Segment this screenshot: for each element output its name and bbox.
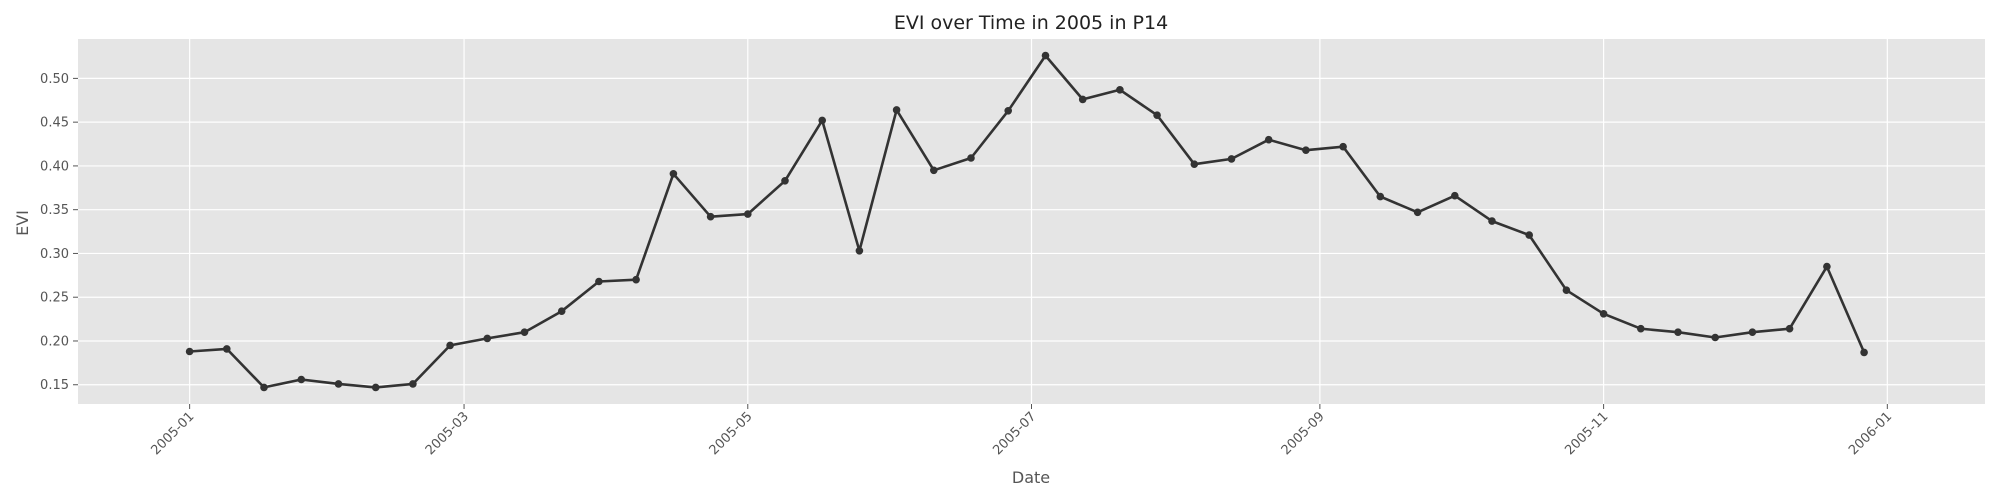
- data-point: [1339, 142, 1347, 151]
- data-point: [1674, 328, 1682, 337]
- y-tick-label: 0.40: [40, 159, 69, 174]
- y-tick-label: 0.45: [40, 116, 69, 131]
- data-point: [892, 106, 901, 114]
- data-point: [446, 341, 454, 350]
- grid-lines: [78, 39, 1985, 404]
- data-point: [1413, 208, 1422, 217]
- data-point: [1153, 111, 1161, 119]
- data-point: [706, 212, 715, 221]
- data-point: [371, 383, 380, 392]
- data-point: [409, 380, 417, 388]
- series-layer: [189, 54, 1866, 389]
- data-point: [1116, 86, 1124, 94]
- data-point: [595, 277, 603, 286]
- data-point: [1599, 310, 1608, 318]
- data-point: [1785, 324, 1794, 333]
- data-point: [1525, 231, 1533, 239]
- data-point: [1711, 333, 1719, 342]
- data-point: [855, 247, 864, 255]
- data-point: [1190, 160, 1199, 168]
- x-tick-label: 2005-01: [148, 409, 197, 458]
- data-point: [930, 166, 938, 175]
- chart-title: EVI over Time in 2005 in P14: [894, 12, 1168, 34]
- data-point: [781, 177, 789, 185]
- x-axis-label: Date: [1012, 468, 1050, 487]
- data-point: [1302, 146, 1310, 154]
- data-point: [1451, 191, 1459, 200]
- data-point: [334, 380, 343, 388]
- x-tick-label: 2005-07: [990, 409, 1039, 458]
- x-tick-label: 2005-03: [423, 409, 472, 458]
- y-tick-label: 0.20: [40, 334, 69, 349]
- y-tick-label: 0.50: [40, 72, 69, 87]
- data-point: [260, 383, 268, 392]
- x-tick-label: 2006-01: [1846, 409, 1895, 458]
- data-point: [1376, 192, 1385, 201]
- data-point: [632, 275, 640, 284]
- data-point: [1823, 262, 1831, 271]
- data-point: [1562, 286, 1571, 295]
- y-tick-label: 0.35: [40, 203, 69, 218]
- data-point: [185, 347, 194, 356]
- data-point: [967, 154, 975, 162]
- data-point: [744, 210, 752, 218]
- data-point: [1637, 324, 1645, 333]
- data-point: [669, 170, 678, 178]
- data-point: [223, 345, 231, 353]
- evi-series-line: [189, 54, 1866, 389]
- data-point: [520, 328, 529, 337]
- data-point: [1860, 348, 1868, 357]
- data-point: [297, 375, 306, 384]
- data-point: [1488, 217, 1496, 225]
- data-point: [1748, 328, 1757, 337]
- data-point: [1004, 107, 1012, 115]
- y-axis-label: EVI: [13, 210, 32, 236]
- data-point: [1264, 135, 1273, 144]
- x-tick-label: 2005-11: [1562, 409, 1611, 458]
- y-tick-label: 0.25: [40, 291, 69, 306]
- data-point: [1078, 95, 1087, 104]
- y-tick-label: 0.15: [40, 378, 69, 393]
- x-tick-label: 2005-05: [707, 409, 756, 458]
- data-point: [818, 116, 826, 125]
- data-point: [557, 307, 566, 316]
- marker-layer: [185, 51, 1868, 392]
- x-tick-label: 2005-09: [1279, 409, 1328, 458]
- data-point: [483, 334, 492, 343]
- data-point: [1227, 155, 1236, 163]
- y-tick-label: 0.30: [40, 247, 69, 262]
- data-point: [1041, 51, 1050, 60]
